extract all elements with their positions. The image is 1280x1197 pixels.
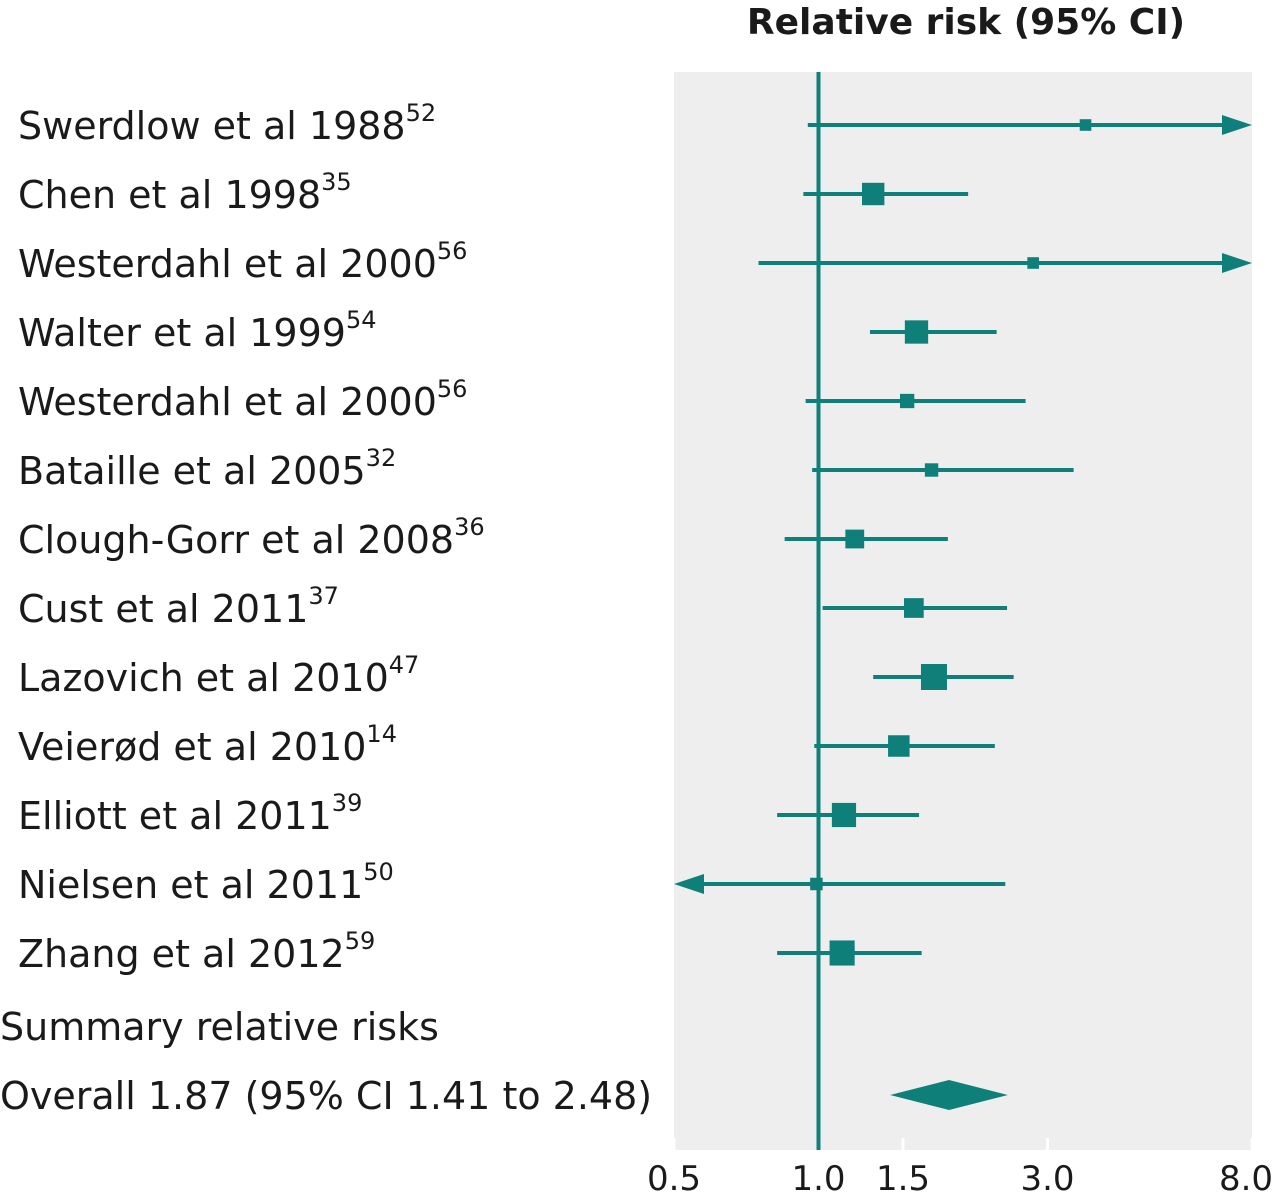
point-estimate [904,598,924,618]
study-label: Swerdlow et al 198852 [18,99,436,148]
reference-superscript: 56 [437,237,468,265]
overall-label: Overall 1.87 (95% CI 1.41 to 2.48) [0,1074,652,1118]
x-tick-label: 3.0 [1020,1159,1074,1197]
plot-panel [674,72,1252,1150]
study-label: Clough-Gorr et al 200836 [18,513,485,562]
study-rows [674,115,1252,966]
x-tick-label: 1.0 [791,1159,845,1197]
reference-superscript: 47 [389,651,420,679]
reference-superscript: 39 [332,789,363,817]
study-label: Westerdahl et al 200056 [18,375,467,424]
ci-arrow-right [1222,115,1252,135]
reference-superscript: 54 [346,306,377,334]
reference-superscript: 59 [345,927,376,955]
chart-title: Relative risk (95% CI) [747,2,1185,43]
study-label: Zhang et al 201259 [18,927,375,976]
x-tick-label: 0.5 [647,1159,701,1197]
x-tick-labels: 0.5 1.0 1.5 3.0 8.0 [647,1159,1273,1197]
study-row [803,182,969,206]
reference-superscript: 56 [437,375,468,403]
reference-superscript: 37 [308,582,339,610]
reference-superscript: 36 [454,513,485,541]
study-label: Westerdahl et al 200056 [18,237,467,286]
ci-arrow-left [674,874,704,894]
x-tick-label: 8.0 [1219,1159,1273,1197]
study-label: Lazovich et al 201047 [18,651,419,700]
study-row [822,598,1008,618]
point-estimate [920,664,947,690]
reference-superscript: 52 [406,99,437,127]
point-estimate [900,393,915,409]
point-estimate [888,735,910,757]
reference-superscript: 35 [321,168,352,196]
study-row [777,802,920,828]
study-row [784,529,948,549]
study-row [873,664,1014,690]
point-estimate [1079,119,1092,131]
study-label: Bataille et al 200532 [18,444,396,493]
study-label: Walter et al 199954 [18,306,377,355]
summary-heading: Summary relative risks [0,1005,439,1049]
point-estimate [904,320,929,344]
point-estimate [861,182,885,206]
x-tick-label: 1.5 [876,1159,930,1197]
study-row [777,940,922,966]
study-label: Veierød et al 201014 [18,720,397,769]
point-estimate [810,877,823,891]
study-row [814,735,995,757]
study-row [869,320,997,344]
reference-superscript: 14 [366,720,397,748]
study-label: Elliott et al 201139 [18,789,362,838]
reference-superscript: 50 [363,858,394,886]
point-estimate [829,940,855,966]
point-estimate [845,529,865,549]
study-label: Cust et al 201137 [18,582,339,631]
point-estimate [831,802,857,828]
ci-arrow-right [1222,253,1252,273]
point-estimate [924,463,939,477]
study-row [805,393,1026,409]
study-labels: Swerdlow et al 198852 Chen et al 199835 We… [18,99,485,976]
study-label: Nielsen et al 201150 [18,858,394,907]
study-row [812,463,1074,477]
reference-superscript: 32 [366,444,397,472]
study-row [807,115,1252,135]
overall-diamond [890,1080,1008,1110]
study-label: Chen et al 199835 [18,168,352,217]
study-row [758,253,1252,273]
point-estimate [1027,257,1039,269]
